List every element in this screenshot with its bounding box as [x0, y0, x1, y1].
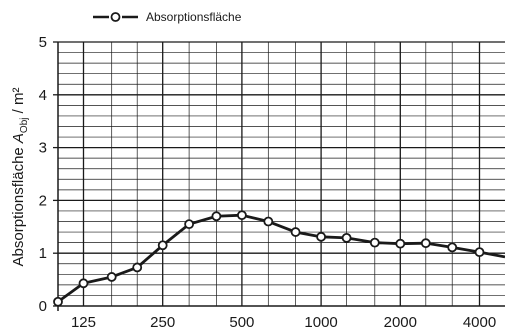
data-point: [290, 227, 301, 237]
y-tick-label: 2: [39, 192, 47, 209]
tick-labels: 0 1 2 3 4 5 125 250 500 1000 2000 4000: [39, 34, 497, 329]
series-absorptionsflaeche: [53, 210, 505, 307]
x-tick-label: 250: [150, 314, 175, 329]
legend-label: Absorptionsfläche: [146, 10, 242, 24]
data-point: [474, 247, 485, 258]
data-point: [447, 242, 458, 253]
x-tick-label: 500: [229, 314, 254, 329]
x-tick-label: 4000: [463, 314, 496, 329]
y-axis-label-subscript: Obj: [19, 118, 30, 134]
data-point: [53, 296, 63, 307]
data-point: [395, 238, 406, 249]
data-point: [236, 210, 247, 221]
data-point: [263, 216, 274, 227]
legend-marker: [110, 12, 121, 22]
series-line: [57, 213, 505, 303]
y-tick-label: 4: [39, 87, 47, 104]
data-point: [341, 232, 352, 243]
legend: Absorptionsfläche: [93, 10, 242, 24]
x-tick-label: 2000: [384, 314, 417, 329]
data-point: [132, 262, 143, 273]
data-point: [157, 240, 168, 251]
data-point: [420, 238, 431, 249]
y-axis-label-unit: / m²: [10, 88, 27, 118]
y-tick-label: 0: [39, 298, 47, 315]
data-point: [369, 237, 380, 248]
grid: [58, 42, 505, 306]
x-tick-label: 1000: [304, 314, 337, 329]
x-tick-label: 125: [71, 314, 96, 329]
data-point: [184, 219, 195, 230]
axes: [53, 41, 505, 311]
y-tick-label: 5: [39, 34, 47, 51]
y-axis-label-main: Absorptionsfläche: [10, 143, 27, 266]
y-tick-label: 3: [39, 140, 47, 157]
y-axis-label-symbol: A: [10, 133, 27, 144]
data-point: [78, 278, 89, 289]
data-point: [211, 211, 222, 222]
y-axis-label: Absorptionsfläche AObj / m²: [10, 88, 30, 267]
y-tick-label: 1: [39, 245, 47, 262]
data-point: [106, 272, 117, 282]
data-point: [316, 231, 327, 242]
